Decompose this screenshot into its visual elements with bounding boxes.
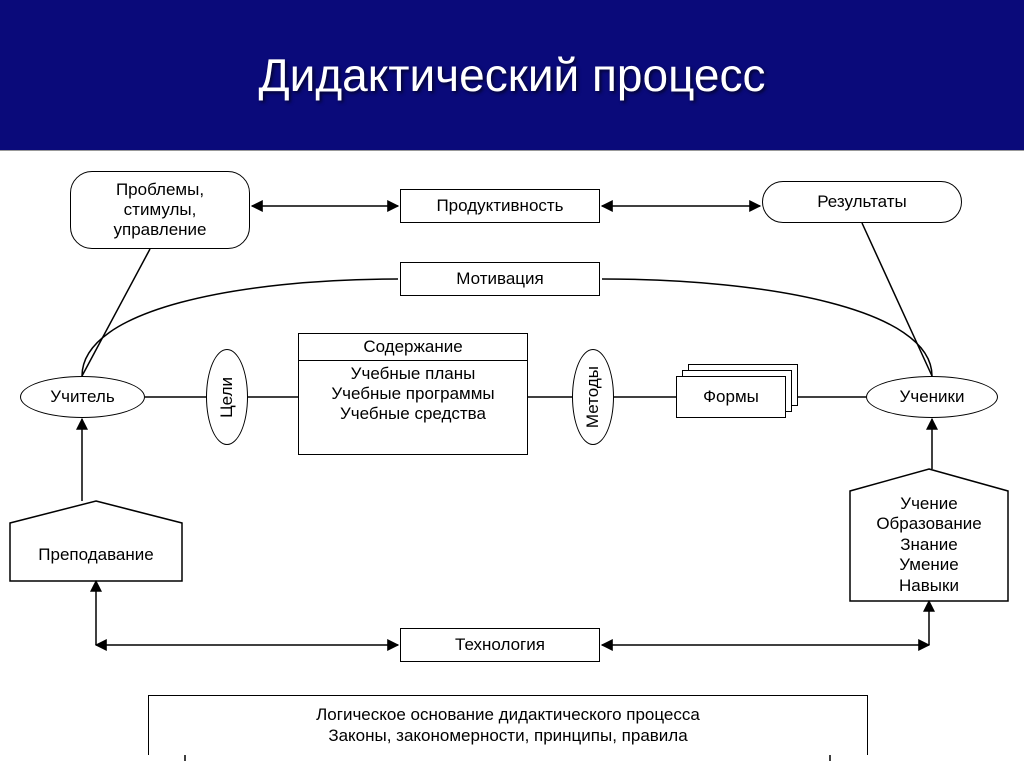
node-students: Ученики bbox=[866, 376, 998, 418]
diagram-area: Проблемы, стимулы, управление Продуктивно… bbox=[0, 150, 1024, 768]
node-results: Результаты bbox=[762, 181, 962, 223]
node-technology: Технология bbox=[400, 628, 600, 662]
node-motivation: Мотивация bbox=[400, 262, 600, 296]
node-forms: Формы bbox=[676, 376, 786, 418]
node-teacher: Учитель bbox=[20, 376, 145, 418]
node-content: СодержаниеУчебные планыУчебные программы… bbox=[298, 333, 528, 455]
slide-title: Дидактический процесс bbox=[258, 48, 765, 102]
node-learning: УчениеОбразованиеЗнаниеУмениеНавыки bbox=[850, 489, 1008, 601]
title-band: Дидактический процесс bbox=[0, 0, 1024, 150]
node-productivity: Продуктивность bbox=[400, 189, 600, 223]
node-methods: Методы bbox=[572, 349, 614, 445]
node-foundation: Логическое основание дидактического проц… bbox=[148, 695, 868, 755]
node-teaching: Преподавание bbox=[10, 529, 182, 581]
diagram-nodes: Проблемы, стимулы, управление Продуктивно… bbox=[0, 151, 1024, 768]
node-goals: Цели bbox=[206, 349, 248, 445]
node-problems: Проблемы, стимулы, управление bbox=[70, 171, 250, 249]
